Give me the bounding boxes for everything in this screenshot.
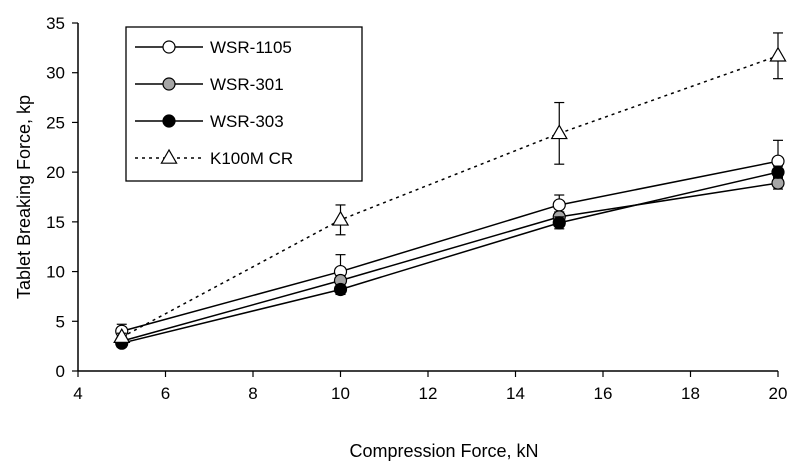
- data-point: [331, 210, 350, 226]
- y-tick-label: 0: [56, 362, 65, 381]
- legend: WSR-1105 WSR-301 WSR-303 K100M CR: [125, 26, 363, 182]
- x-axis-title: Compression Force, kN: [349, 441, 538, 461]
- series-k100m-cr: [113, 32, 787, 343]
- x-tick-label: 6: [161, 384, 170, 403]
- legend-label: WSR-1105: [210, 38, 292, 57]
- legend-item: WSR-303: [135, 112, 284, 131]
- x-tick-label: 20: [769, 384, 788, 403]
- series-wsr-301: [115, 176, 785, 348]
- data-point: [113, 327, 131, 343]
- x-tick-label: 14: [506, 384, 525, 403]
- y-tick-label: 20: [46, 163, 65, 182]
- legend-marker: [162, 114, 176, 128]
- legend-item: WSR-1105: [135, 38, 292, 57]
- y-tick-label: 5: [56, 312, 65, 331]
- series-line: [121, 171, 779, 344]
- x-tick-label: 10: [331, 384, 350, 403]
- x-tick-label: 18: [681, 384, 700, 403]
- data-point: [771, 165, 785, 179]
- data-point: [769, 46, 787, 62]
- legend-marker: [160, 148, 178, 164]
- series-wsr-303: [115, 165, 785, 350]
- y-tick-label: 10: [46, 263, 65, 282]
- legend-marker: [162, 40, 176, 54]
- data-point: [333, 282, 348, 297]
- x-tick-label: 8: [248, 384, 257, 403]
- data-point: [550, 124, 568, 140]
- data-point: [552, 216, 566, 230]
- series-line: [121, 182, 779, 342]
- y-tick-label: 35: [46, 14, 65, 33]
- y-tick-label: 30: [46, 64, 65, 83]
- y-tick-label: 15: [46, 213, 65, 232]
- legend-item: WSR-301: [135, 75, 284, 94]
- x-ticks: 4 6 8 10 12 14 16 18 20: [73, 371, 787, 403]
- y-axis-title: Tablet Breaking Force, kp: [14, 95, 34, 299]
- y-ticks: 0 5 10 15 20 25 30 35: [46, 14, 78, 381]
- x-tick-label: 12: [419, 384, 438, 403]
- legend-label: K100M CR: [210, 149, 293, 168]
- legend-item: K100M CR: [135, 148, 293, 168]
- data-point: [771, 176, 785, 190]
- data-point: [552, 198, 566, 212]
- series-line: [121, 160, 779, 332]
- legend-label: WSR-301: [210, 75, 284, 94]
- x-tick-label: 16: [594, 384, 613, 403]
- x-tick-label: 4: [73, 384, 82, 403]
- legend-label: WSR-303: [210, 112, 284, 131]
- y-tick-label: 25: [46, 113, 65, 132]
- data-point: [771, 154, 785, 168]
- legend-marker: [162, 77, 176, 91]
- series-line: [121, 55, 779, 338]
- series-layer: [113, 32, 787, 350]
